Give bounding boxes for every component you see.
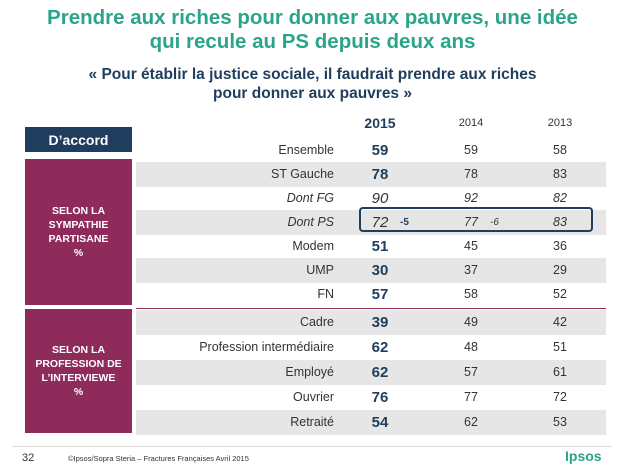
row-label: FN — [317, 287, 334, 301]
value-2015: 51 — [371, 238, 389, 255]
column-header-2013: 2013 — [547, 117, 573, 129]
value-2013: 29 — [553, 263, 567, 277]
value-2014: 48 — [464, 340, 478, 354]
group-line: % — [73, 386, 84, 398]
value-2014: 59 — [464, 143, 478, 157]
row-label: Ouvrier — [293, 390, 334, 404]
dont-ps-highlight-box — [359, 207, 593, 232]
value-2013: 42 — [553, 315, 567, 329]
value-2014: 77 — [464, 215, 478, 229]
table-row: Profession intermédiaire 62 48 51 — [136, 335, 606, 360]
value-2013: 61 — [553, 365, 567, 379]
group-label-sympathie: SELON LA SYMPATHIE PARTISANE % — [25, 159, 132, 305]
group-line: PARTISANE — [48, 233, 109, 245]
value-2014: 58 — [464, 287, 478, 301]
value-2014: 37 — [464, 263, 478, 277]
group-divider — [136, 308, 606, 309]
question-text: « Pour établir la justice sociale, il fa… — [0, 65, 625, 103]
group-line: L’INTERVIEWE — [41, 372, 116, 384]
table-row: UMP 30 37 29 — [136, 258, 606, 283]
value-2013: 83 — [553, 167, 567, 181]
title-line-1: Prendre aux riches pour donner aux pauvr… — [47, 6, 578, 29]
value-2015: 54 — [371, 414, 389, 431]
row-label: Dont FG — [286, 191, 334, 205]
delta-2014: -6 — [490, 217, 499, 228]
table-row: Employé 62 57 61 — [136, 360, 606, 385]
value-2014: 62 — [464, 415, 478, 429]
row-label: UMP — [306, 263, 334, 277]
group-line: PROFESSION DE — [35, 358, 122, 370]
group-line: SELON LA — [51, 344, 106, 356]
group-line: % — [73, 247, 84, 259]
value-2014: 57 — [464, 365, 478, 379]
question-line-2: pour donner aux pauvres » — [213, 85, 412, 102]
table-row: FN 57 58 52 — [136, 282, 606, 307]
row-label: Ensemble — [278, 143, 334, 157]
value-2013: 82 — [553, 191, 567, 205]
group-line: SYMPATHIE — [48, 219, 109, 231]
value-2015: 39 — [371, 314, 389, 331]
daccord-badge: D’accord — [25, 127, 132, 152]
column-header-2015: 2015 — [364, 115, 396, 131]
value-2015: 72 — [371, 214, 389, 231]
table-row: Retraité 54 62 53 — [136, 410, 606, 435]
value-2015: 90 — [371, 190, 389, 207]
title-line-2: qui recule au PS depuis deux ans — [149, 30, 476, 53]
value-2015: 59 — [371, 142, 389, 159]
value-2015: 78 — [371, 166, 389, 183]
table-row: Dont FG 90 92 82 — [136, 186, 606, 211]
row-label: Modem — [292, 239, 334, 253]
column-header-2014: 2014 — [458, 117, 484, 129]
value-2015: 30 — [371, 262, 389, 279]
row-label: Employé — [285, 365, 334, 379]
value-2014: 92 — [464, 191, 478, 205]
value-2014: 78 — [464, 167, 478, 181]
group-line: SELON LA — [51, 205, 106, 217]
value-2013: 51 — [553, 340, 567, 354]
table-row: Ensemble 59 59 58 — [136, 138, 606, 163]
value-2015: 62 — [371, 364, 389, 381]
value-2013: 58 — [553, 143, 567, 157]
row-label: Cadre — [299, 315, 334, 329]
value-2015: 76 — [371, 389, 389, 406]
table-row: Modem 51 45 36 — [136, 234, 606, 259]
group-label-profession: SELON LA PROFESSION DE L’INTERVIEWE % — [25, 309, 132, 433]
table-row: Cadre 39 49 42 — [136, 310, 606, 335]
copyright-text: ©Ipsos/Sopra Steria – Fractures Français… — [68, 454, 249, 463]
row-label: Profession intermédiaire — [199, 340, 334, 354]
row-label: Retraité — [290, 415, 334, 429]
page-number: 32 — [22, 452, 35, 464]
value-2014: 45 — [464, 239, 478, 253]
value-2013: 36 — [553, 239, 567, 253]
value-2015: 62 — [371, 339, 389, 356]
table-row: Ouvrier 76 77 72 — [136, 385, 606, 410]
value-2013: 72 — [553, 390, 567, 404]
footer-divider — [12, 446, 612, 447]
value-2013: 53 — [553, 415, 567, 429]
table-row: ST Gauche 78 78 83 — [136, 162, 606, 187]
value-2014: 77 — [464, 390, 478, 404]
row-label: ST Gauche — [270, 167, 334, 181]
value-2013: 52 — [553, 287, 567, 301]
slide-title: Prendre aux riches pour donner aux pauvr… — [0, 6, 625, 54]
delta-2015: -5 — [400, 217, 409, 228]
question-line-1: « Pour établir la justice sociale, il fa… — [88, 66, 537, 83]
value-2015: 57 — [371, 286, 389, 303]
value-2014: 49 — [464, 315, 478, 329]
value-2013: 83 — [553, 215, 567, 229]
ipsos-logo: Ipsos — [565, 448, 602, 464]
row-label: Dont PS — [287, 215, 334, 229]
